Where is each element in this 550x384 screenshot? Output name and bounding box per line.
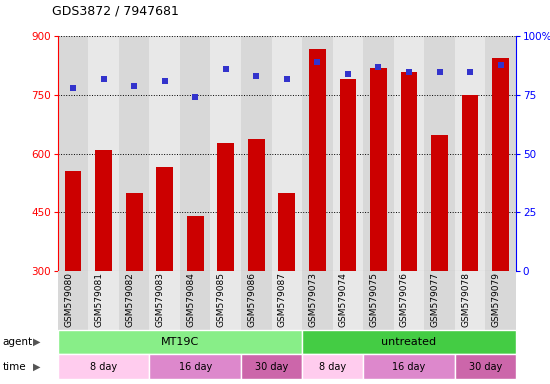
Text: GSM579078: GSM579078 xyxy=(461,272,470,327)
Text: GSM579086: GSM579086 xyxy=(248,272,256,327)
Bar xyxy=(180,271,211,330)
Text: ▶: ▶ xyxy=(33,337,41,347)
Text: GSM579074: GSM579074 xyxy=(339,272,348,327)
Text: GDS3872 / 7947681: GDS3872 / 7947681 xyxy=(52,4,179,17)
Text: GSM579073: GSM579073 xyxy=(309,272,317,327)
Text: GSM579076: GSM579076 xyxy=(400,272,409,327)
Bar xyxy=(455,271,485,330)
Bar xyxy=(424,271,455,330)
Bar xyxy=(95,151,112,384)
Bar xyxy=(363,36,394,271)
Bar xyxy=(333,271,363,330)
Text: GSM579083: GSM579083 xyxy=(156,272,164,327)
Bar xyxy=(333,36,363,271)
Bar xyxy=(278,193,295,384)
Bar xyxy=(370,68,387,384)
Bar xyxy=(126,193,142,384)
Bar xyxy=(89,36,119,271)
Text: GSM579085: GSM579085 xyxy=(217,272,226,327)
Bar xyxy=(211,36,241,271)
Bar xyxy=(485,36,516,271)
Text: 16 day: 16 day xyxy=(392,361,426,372)
Bar xyxy=(302,271,333,330)
Bar xyxy=(180,36,211,271)
Text: GSM579077: GSM579077 xyxy=(431,272,439,327)
Bar xyxy=(272,271,302,330)
Bar xyxy=(339,79,356,384)
Bar xyxy=(150,36,180,271)
Bar xyxy=(119,271,150,330)
Bar xyxy=(58,271,89,330)
Text: GSM579080: GSM579080 xyxy=(64,272,73,327)
Bar xyxy=(424,36,455,271)
Bar xyxy=(461,95,478,384)
Text: GSM579084: GSM579084 xyxy=(186,272,195,327)
Text: GSM579087: GSM579087 xyxy=(278,272,287,327)
Bar xyxy=(492,58,509,384)
Bar xyxy=(302,36,333,271)
Text: GSM579081: GSM579081 xyxy=(95,272,103,327)
Bar xyxy=(400,72,417,384)
Bar xyxy=(455,36,485,271)
Text: GSM579079: GSM579079 xyxy=(492,272,500,327)
Bar xyxy=(150,271,180,330)
Bar xyxy=(485,271,516,330)
Text: 30 day: 30 day xyxy=(469,361,502,372)
Bar xyxy=(64,171,81,384)
Bar xyxy=(309,49,326,384)
Text: 8 day: 8 day xyxy=(319,361,346,372)
Text: 30 day: 30 day xyxy=(255,361,288,372)
Bar xyxy=(431,135,448,384)
Text: GSM579082: GSM579082 xyxy=(125,272,134,327)
Bar xyxy=(363,271,394,330)
Text: GSM579075: GSM579075 xyxy=(370,272,378,327)
Bar xyxy=(119,36,150,271)
Bar xyxy=(241,271,272,330)
Text: time: time xyxy=(3,361,26,372)
Bar xyxy=(248,139,265,384)
Bar xyxy=(89,271,119,330)
Bar xyxy=(241,36,272,271)
Bar xyxy=(217,143,234,384)
Text: MT19C: MT19C xyxy=(161,337,199,347)
Text: 8 day: 8 day xyxy=(90,361,117,372)
Bar xyxy=(156,167,173,384)
Bar xyxy=(394,271,424,330)
Text: untreated: untreated xyxy=(382,337,437,347)
Text: ▶: ▶ xyxy=(33,361,41,372)
Bar xyxy=(211,271,241,330)
Text: 16 day: 16 day xyxy=(179,361,212,372)
Bar xyxy=(394,36,424,271)
Text: agent: agent xyxy=(3,337,33,347)
Bar xyxy=(58,36,89,271)
Bar xyxy=(272,36,302,271)
Bar xyxy=(187,216,204,384)
